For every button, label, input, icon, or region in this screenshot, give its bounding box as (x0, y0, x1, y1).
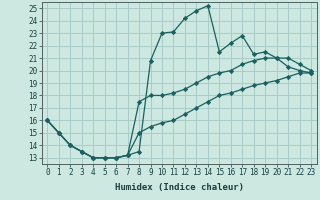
X-axis label: Humidex (Indice chaleur): Humidex (Indice chaleur) (115, 183, 244, 192)
